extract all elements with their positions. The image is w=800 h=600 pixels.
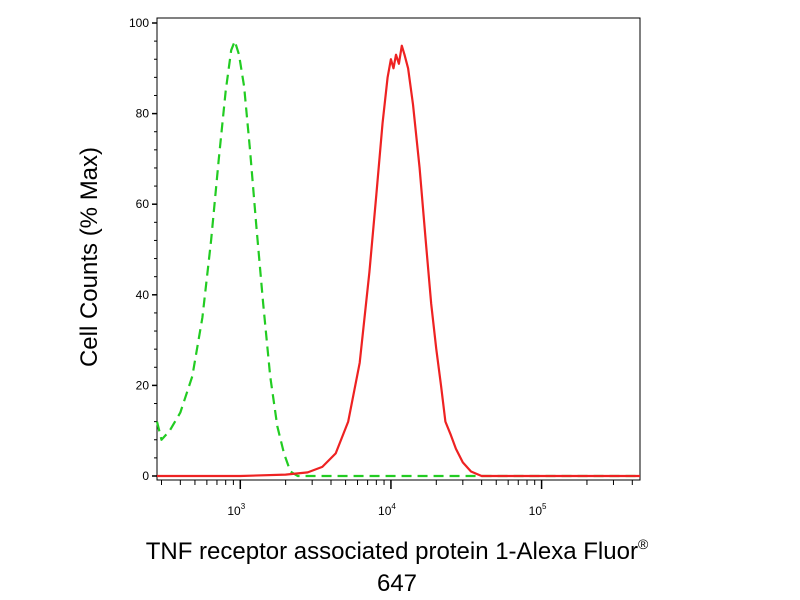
y-tick-label-40: 40: [136, 288, 150, 302]
y-axis: 0 20 40 60 80 100: [129, 16, 157, 483]
x-axis-title-main: TNF receptor associated protein 1-Alexa …: [146, 538, 638, 565]
series-group: [155, 40, 640, 478]
x-tick-label-base: 10: [378, 504, 392, 518]
x-tick-label-1e5: 105: [529, 502, 547, 518]
series-line-1: [155, 40, 640, 478]
x-axis: 103 104 105: [161, 480, 633, 518]
x-tick-label-1e4: 104: [378, 502, 396, 518]
y-axis-title: Cell Counts (% Max): [76, 147, 103, 367]
y-tick-label-0: 0: [142, 469, 149, 483]
series-line-2: [157, 44, 640, 478]
x-tick-label-base: 10: [227, 504, 241, 518]
x-tick-label-base: 10: [529, 504, 543, 518]
x-tick-label-exponent: 3: [241, 502, 246, 511]
plot-frame: [156, 17, 641, 481]
x-tick-label-1e3: 103: [227, 502, 245, 518]
x-axis-title-line2: 647: [377, 570, 417, 597]
y-tick-label-80: 80: [136, 107, 150, 121]
x-tick-label-exponent: 5: [542, 502, 547, 511]
y-tick-label-60: 60: [136, 197, 150, 211]
x-axis-title-superscript: ®: [638, 536, 649, 552]
x-axis-title: TNF receptor associated protein 1-Alexa …: [146, 536, 649, 565]
y-tick-label-20: 20: [136, 378, 150, 392]
x-tick-label-exponent: 4: [391, 502, 396, 511]
y-tick-label-100: 100: [129, 16, 149, 30]
